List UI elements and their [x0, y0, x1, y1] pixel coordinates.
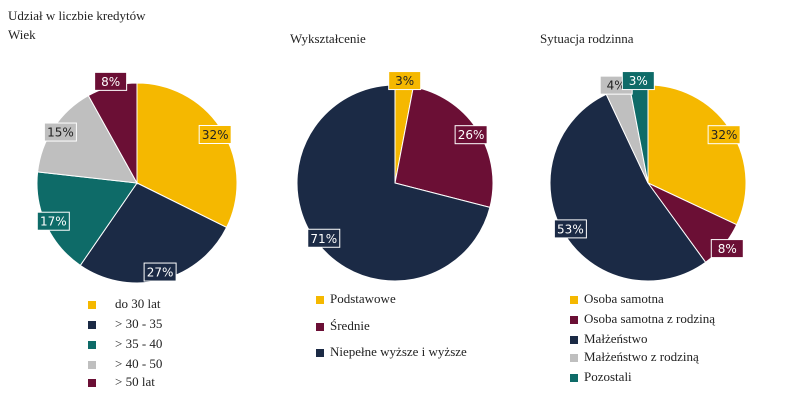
chart-title: Wykształcenie [290, 31, 366, 46]
legend-marker [88, 361, 96, 369]
value-label-box [143, 262, 177, 282]
legend-marker [316, 323, 324, 331]
value-label: 4% [607, 79, 626, 93]
chart-title: Wiek [8, 27, 36, 42]
legend-label: Osoba samotna [584, 291, 664, 306]
value-label-box [94, 71, 128, 91]
legend-marker [88, 321, 96, 329]
legend-marker [570, 374, 578, 382]
value-label: 26% [458, 128, 485, 142]
value-label: 8% [101, 75, 120, 89]
value-label: 27% [147, 266, 174, 280]
value-label: 3% [629, 74, 648, 88]
value-label: 32% [711, 128, 738, 142]
legend-label: Małżeństwo z rodziną [584, 349, 699, 364]
value-label-box [553, 219, 587, 239]
legend-marker [88, 379, 96, 387]
legend-label: Niepełne wyższe i wyższe [330, 344, 467, 359]
value-label-box [198, 124, 232, 144]
legend-marker [88, 301, 96, 309]
legend-label: do 30 lat [115, 296, 161, 311]
legend-label: > 40 - 50 [115, 356, 162, 371]
legend-label: Podstawowe [330, 291, 396, 306]
value-label-box [454, 125, 488, 145]
legend-label: Małżeństwo [584, 331, 648, 346]
legend-label: > 30 - 35 [115, 316, 162, 331]
legend-marker [570, 296, 578, 304]
legend-marker [570, 354, 578, 362]
value-label-box [43, 122, 77, 142]
legend-marker [316, 349, 324, 357]
value-label-box [707, 125, 741, 145]
value-label-box [36, 211, 70, 231]
legend-label: Średnie [330, 318, 370, 333]
value-label: 8% [718, 242, 737, 256]
value-label-box [621, 71, 655, 91]
legend-label: > 35 - 40 [115, 336, 162, 351]
value-label: 53% [557, 222, 584, 236]
legend-marker [88, 341, 96, 349]
value-label: 15% [47, 126, 74, 140]
value-label: 32% [202, 128, 229, 142]
chart-title: Sytuacja rodzinna [540, 31, 634, 46]
value-label-box [388, 71, 422, 91]
value-label: 3% [395, 74, 414, 88]
legend-label: Osoba samotna z rodziną [584, 311, 715, 326]
value-label-box [710, 239, 744, 259]
legend-marker [570, 316, 578, 324]
legend-label: > 50 lat [115, 374, 155, 389]
value-label-box [307, 228, 341, 248]
value-label: 71% [310, 232, 337, 246]
value-label: 17% [40, 215, 67, 229]
legend-label: Pozostali [584, 369, 632, 384]
legend-marker [570, 336, 578, 344]
page-title: Udział w liczbie kredytów [8, 8, 146, 23]
legend-marker [316, 296, 324, 304]
